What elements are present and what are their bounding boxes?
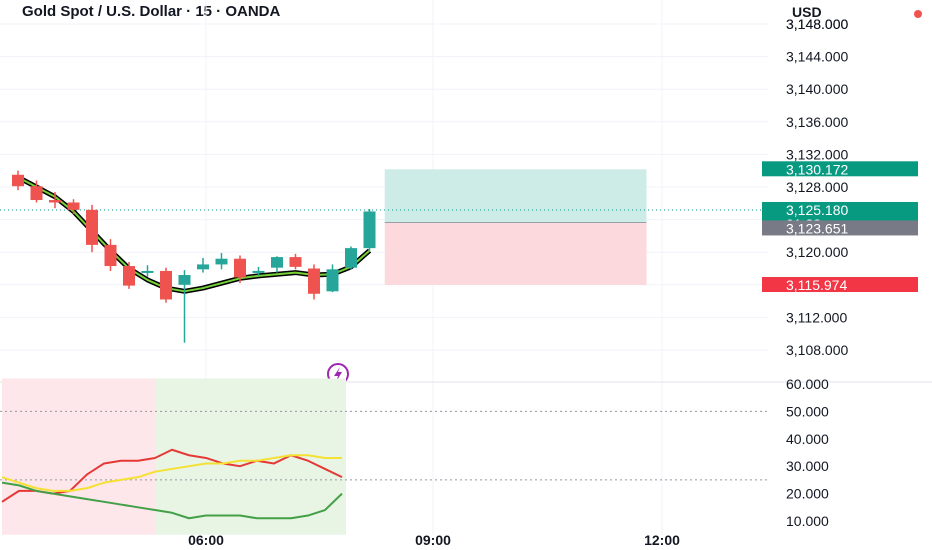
candle-body[interactable] [252,270,265,273]
price-tick-label: 3,108.000 [786,342,848,358]
candle-body[interactable] [104,244,117,267]
entry-price-badge-text: 3,123.651 [786,220,848,236]
price-tick-label: 3,136.000 [786,114,848,130]
bearish-background [2,378,156,535]
oscillator-green-line [1,481,343,520]
candle-body[interactable] [123,266,135,286]
candle-body[interactable] [345,248,357,268]
notification-dot[interactable] [914,10,922,18]
price-tick-label: 3,112.000 [786,309,847,325]
candle-body[interactable] [215,258,228,265]
price-tick-label: 3,140.000 [786,81,848,97]
loss-zone[interactable] [384,222,647,286]
candle-body[interactable] [197,264,209,270]
price-tick-label: 3,132.000 [786,146,848,162]
candle-body[interactable] [30,186,43,201]
stop-loss-badge-text: 3,115.974 [786,277,847,293]
candle-body[interactable] [289,257,302,267]
candle-body[interactable] [308,268,320,294]
price-tick-label: 3,144.000 [786,49,848,65]
oscillator-tick-label: 20.000 [786,486,829,502]
oscillator-yellow-line [1,454,342,492]
candle-body[interactable] [160,270,172,300]
candle-body[interactable] [271,257,283,268]
take-profit-badge-text: 3,130.172 [786,161,848,177]
oscillator-tick-label: 40.000 [786,431,829,447]
candle-body[interactable] [86,209,98,245]
oscillator-tick-label: 30.000 [786,458,829,474]
lightning-icon [334,367,342,382]
price-tick-label: 3,148.000 [786,16,848,32]
entry-price-badge[interactable] [762,220,918,236]
candle-body[interactable] [67,202,80,210]
price-tick-label: 3,148.000 [786,16,848,32]
candle-body[interactable] [141,270,154,273]
candle-body[interactable] [363,211,376,249]
stop-loss-badge[interactable] [762,277,918,293]
currency-label[interactable]: USD [792,4,822,20]
time-tick-label: 12:00 [644,532,680,548]
candle-body[interactable] [326,269,339,292]
time-tick-label: 06:00 [188,532,224,548]
current-price-text: 3,125.180 [786,202,848,218]
candle-body[interactable] [178,275,191,285]
profit-zone[interactable] [384,169,647,223]
candle-body[interactable] [12,174,24,187]
oscillator-tick-label: 60.000 [786,376,829,392]
oscillator-tick-label: 10.000 [786,513,829,529]
oscillator-red-line [1,448,343,503]
time-tick-label: 09:00 [415,532,451,548]
candle-body[interactable] [234,258,246,278]
symbol-title[interactable]: Gold Spot / U.S. Dollar · 15 · OANDA [22,3,281,20]
price-tick-label: 3,128.000 [786,179,848,195]
price-tick-label: 3,120.000 [786,244,848,260]
take-profit-badge[interactable] [762,161,918,177]
oscillator-tick-label: 50.000 [786,403,829,419]
candle-body[interactable] [49,200,61,203]
